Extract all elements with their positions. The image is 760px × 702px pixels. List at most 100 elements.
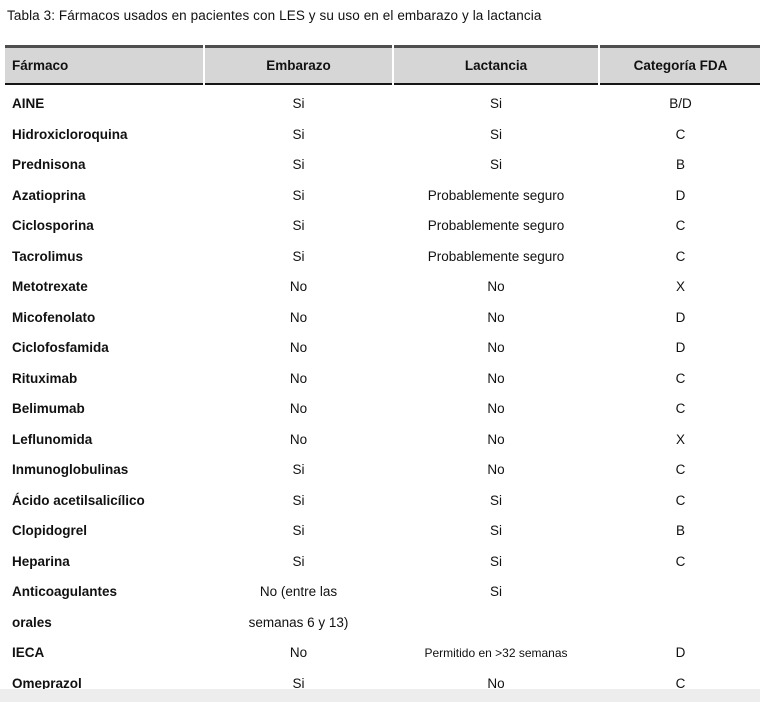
table-row: Rituximab No No C [5,364,760,395]
header-row: Fármaco Embarazo Lactancia Categoría FDA [5,45,760,85]
fda-category-cell [600,577,760,638]
fda-category-cell: C [675,553,686,569]
fda-category-cell: C [675,218,686,233]
fda-category-cell: B [675,523,685,538]
lactancia-cell: Si [489,553,502,569]
table-row: Ciclosporina Si Probablemente seguro C [5,211,760,242]
lactancia-cell: Si [489,126,502,142]
fda-category-cell: C [675,462,686,477]
drug-name-cell: Micofenolato [12,309,96,325]
lactancia-cell: No [487,431,505,447]
drug-name-cell: Anticoagulantes orales [12,584,118,630]
lactancia-cell: Si [489,584,502,599]
fda-category-cell: X [675,431,685,447]
embarazo-cell: Si [292,553,305,569]
drug-name-cell: Leflunomida [12,431,93,447]
fda-category-cell: C [675,401,686,416]
drug-name-cell: Belimumab [12,401,85,416]
embarazo-cell: Si [292,462,305,477]
table-body: AINE Si Si B/D Hidroxicloroquina Si Si C Prednis… [5,85,760,702]
table-row: Ciclofosfamida No No D [5,333,760,364]
fda-category-cell: X [675,279,685,294]
column-header-embarazo: Embarazo [205,45,392,85]
fda-category-cell: D [675,187,686,203]
lactancia-cell: Probablemente seguro [427,248,565,264]
embarazo-cell: Si [292,126,305,142]
fda-category-cell: C [675,248,686,264]
table-row: Micofenolato No No D [5,303,760,334]
embarazo-cell: Si [292,523,305,538]
embarazo-cell: No (entre las semanas 6 y 13) [248,584,349,630]
embarazo-cell: Si [292,96,305,111]
drug-name-cell: Metotrexate [12,279,88,294]
fda-category-cell: C [675,370,686,386]
embarazo-cell: Si [292,157,305,172]
lactancia-cell: Si [489,523,502,538]
embarazo-cell: Si [292,248,305,264]
column-header-categoria-fda: Categoría FDA [600,45,760,85]
embarazo-cell: No [289,340,308,355]
table-row: AINE Si Si B/D [5,85,760,120]
fda-category-cell: B [675,157,685,172]
embarazo-cell: No [289,645,308,660]
drug-name-cell: IECA [12,645,45,660]
table-row: Ácido acetilsalicílico Si Si C [5,486,760,517]
lactancia-cell: No [487,370,505,386]
lactancia-cell: Si [489,96,502,111]
farmacos-table: Fármaco Embarazo Lactancia Categoría FDA… [3,45,760,702]
lactancia-cell: No [487,462,505,477]
fda-category-cell: C [675,126,686,142]
drug-name-cell: Ciclosporina [12,218,94,233]
table-row: Belimumab No No C [5,394,760,425]
drug-name-cell: Hidroxicloroquina [12,126,128,142]
fda-category-cell: D [675,340,686,355]
embarazo-cell: Si [292,218,305,233]
table-title: Tabla 3: Fármacos usados en pacientes co… [7,8,542,23]
table-row: Prednisona Si Si B [5,150,760,181]
column-header-farmaco: Fármaco [5,45,203,85]
embarazo-cell: No [289,370,308,386]
table-row: Anticoagulantes orales No (entre las sema… [5,577,760,638]
table-header: Fármaco Embarazo Lactancia Categoría FDA [5,45,760,85]
drug-name-cell: Rituximab [12,370,78,386]
fda-category-cell: D [675,645,686,660]
table-row: Inmunoglobulinas Si No C [5,455,760,486]
lactancia-cell: No [487,279,505,294]
lactancia-cell: Permitido en >32 semanas [424,646,568,660]
lactancia-cell: No [487,401,505,416]
drug-name-cell: Ciclofosfamida [12,340,109,355]
drug-name-cell: Heparina [12,553,70,569]
lactancia-cell: Si [489,492,502,508]
table-row: IECA No Permitido en >32 semanas D [5,638,760,669]
lactancia-cell: No [487,309,505,325]
drug-name-cell: Clopidogrel [12,523,87,538]
drug-name-cell: Prednisona [12,157,86,172]
embarazo-cell: No [289,279,308,294]
embarazo-cell: No [289,401,308,416]
embarazo-cell: No [289,431,308,447]
embarazo-cell: Si [292,187,305,203]
embarazo-cell: Si [292,492,305,508]
table-row: Heparina Si Si C [5,547,760,578]
lactancia-cell: Si [489,157,502,172]
drug-name-cell: Tacrolimus [12,248,84,264]
fda-category-cell: C [675,492,686,508]
drug-name-cell: Inmunoglobulinas [12,462,129,477]
lactancia-cell: No [487,340,505,355]
embarazo-cell: No [289,309,308,325]
table-row: Clopidogrel Si Si B [5,516,760,547]
column-header-lactancia: Lactancia [394,45,598,85]
lactancia-cell: Probablemente seguro [427,187,565,203]
bottom-shade-strip [0,689,760,702]
drug-name-cell: AINE [12,96,45,111]
drug-name-cell: Azatioprina [12,187,86,203]
table-row: Leflunomida No No X [5,425,760,456]
table-row: Azatioprina Si Probablemente seguro D [5,181,760,212]
lactancia-cell: Probablemente seguro [427,218,565,233]
table-row: Metotrexate No No X [5,272,760,303]
table-row: Tacrolimus Si Probablemente seguro C [5,242,760,273]
fda-category-cell: D [675,309,686,325]
fda-category-cell: B/D [669,96,692,111]
drug-name-cell: Ácido acetilsalicílico [12,492,145,508]
